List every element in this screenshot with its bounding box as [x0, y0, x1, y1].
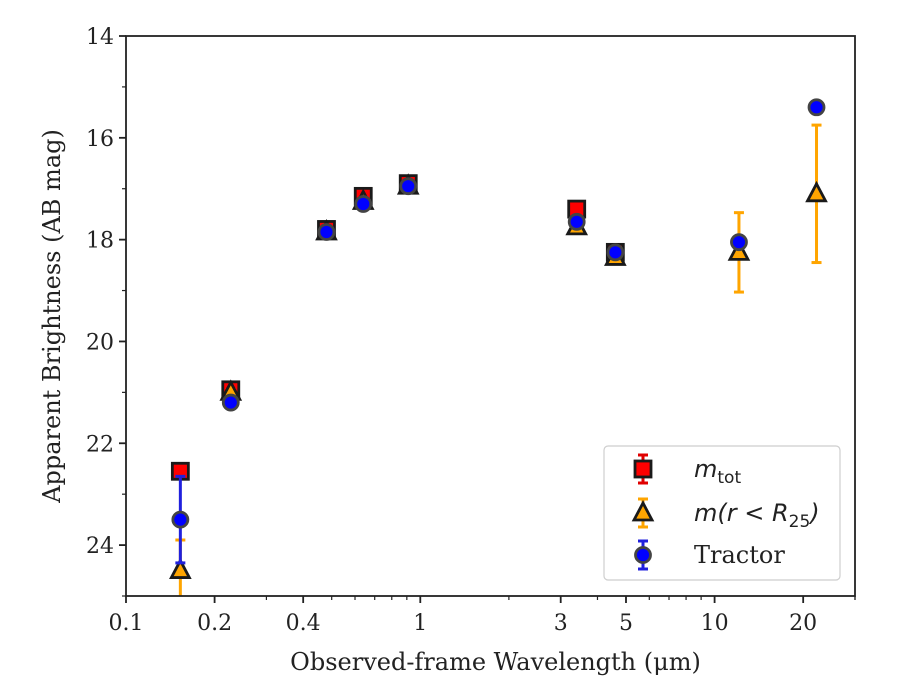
tractor-point [171, 510, 190, 529]
legend-marker [631, 500, 655, 522]
x-tick-label: 5 [619, 611, 633, 636]
x-axis-title: Observed-frame Wavelength (μm) [290, 648, 701, 676]
y-tick-label: 22 [86, 432, 114, 457]
legend-item-tractor: Tractor [634, 539, 785, 571]
y-tick-label: 24 [86, 534, 114, 559]
tractor-point [807, 98, 826, 117]
legend-label: mtot [694, 455, 741, 488]
legend-label: Tractor [694, 541, 785, 569]
plot-frame [125, 35, 856, 597]
x-tick-label: 10 [701, 611, 729, 636]
series-mtot [170, 174, 625, 481]
y-tick-label: 14 [86, 25, 114, 50]
tractor-point [399, 177, 418, 196]
legend-marker [634, 546, 652, 564]
y-axis-title: Apparent Brightness (AB mag) [38, 129, 66, 504]
legend-item-mtot: mtot [633, 453, 741, 488]
x-tick-label: 0.2 [197, 611, 232, 636]
tractor-point [606, 243, 625, 262]
tractor-point [317, 223, 336, 241]
legend-label-subscript: tot [717, 468, 741, 488]
x-tick-label: 0.4 [286, 611, 321, 636]
y-tick-label: 18 [86, 229, 114, 254]
legend-label-main: m(r < R [694, 499, 789, 527]
mr25-point [805, 180, 828, 203]
legend-box [603, 445, 841, 581]
tractor-point [567, 212, 586, 231]
mr25-point [169, 557, 192, 579]
x-tick-label: 1 [413, 611, 427, 636]
tractor-point [354, 195, 373, 213]
y-tick-label: 20 [86, 330, 114, 355]
data-marks [169, 98, 828, 596]
legend-label-main: Tractor [694, 541, 785, 569]
plot-area [169, 98, 828, 596]
tractor-point [221, 393, 240, 412]
x-tick-label: 0.1 [109, 611, 144, 636]
legend-label: m(r < R25) [694, 499, 820, 532]
legend-label-tail: ) [808, 499, 819, 527]
axes: 14 16 18 20 22 24 0.1 0.2 0.4 1 3 5 10 20 Observed-fra… [38, 25, 856, 676]
series-tractor [171, 98, 826, 565]
legend-item-mr25: m(r < R25) [631, 497, 820, 532]
tractor-point [730, 233, 748, 252]
x-tick-label: 3 [554, 611, 568, 636]
y-tick-label: 16 [86, 127, 114, 152]
legend-label-subscript: 25 [789, 512, 811, 532]
legend-marker [633, 459, 653, 479]
legend-label-main: m [694, 455, 717, 483]
legend: mtot m(r < R25) Tractor [603, 445, 841, 581]
x-tick-label: 20 [789, 611, 817, 636]
